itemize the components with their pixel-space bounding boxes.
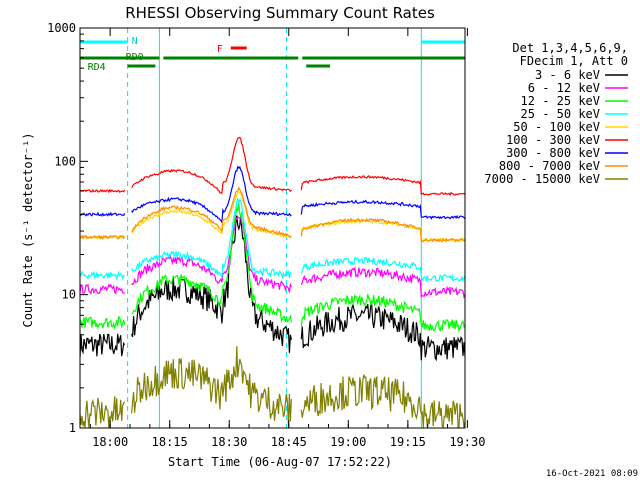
series-line	[300, 266, 466, 299]
legend-entry-label: 7000 - 15000 keV	[484, 172, 600, 186]
series-line	[131, 190, 292, 239]
y-tick-label: 1000	[47, 21, 76, 35]
series-layer	[79, 136, 466, 430]
series-line	[79, 270, 125, 281]
series-group	[79, 136, 466, 197]
series-line	[300, 302, 466, 362]
legend-header: FDecim 1, Att 0	[520, 54, 628, 68]
legend: Det 1,3,4,5,6,9,FDecim 1, Att 03 - 6 keV…	[484, 41, 628, 186]
legend-entry-label: 3 - 6 keV	[535, 68, 600, 82]
y-tick-label: 10	[62, 288, 76, 302]
x-tick-label: 18:30	[211, 435, 247, 449]
series-group	[79, 215, 466, 299]
legend-header: Det 1,3,4,5,6,9,	[512, 41, 628, 55]
x-tick-label: 19:00	[330, 435, 366, 449]
series-line	[300, 256, 466, 283]
series-line	[79, 396, 126, 428]
plot-frame	[79, 27, 466, 429]
annotation-label-night: N	[132, 36, 138, 47]
legend-entry-label: 800 - 7000 keV	[499, 159, 600, 173]
series-line	[131, 203, 292, 324]
y-axis-label: Count Rate (s⁻¹ detector⁻¹)	[21, 132, 35, 327]
series-line	[131, 136, 292, 194]
legend-entry-label: 25 - 50 keV	[521, 107, 600, 121]
series-group	[79, 165, 466, 225]
series-line	[300, 293, 466, 333]
series-line	[131, 196, 292, 280]
legend-entry-label: 300 - 800 keV	[506, 146, 600, 160]
x-tick-label: 19:30	[449, 435, 485, 449]
annotation-label-rd0: RD0	[126, 52, 144, 63]
axes: 1 10 100 1000 18:00 18:15 18:30 18:45 19:00 19:15…	[47, 21, 485, 449]
chart-title: RHESSI Observing Summary Count Rates	[125, 4, 435, 22]
series-line	[131, 165, 292, 225]
series-line	[79, 211, 126, 217]
series-group	[79, 215, 466, 362]
x-axis-label: Start Time (06-Aug-07 17:52:22)	[168, 455, 392, 469]
series-line	[79, 333, 126, 358]
series-line	[79, 234, 126, 241]
x-tick-label: 18:15	[152, 435, 188, 449]
x-tick-label: 18:45	[271, 435, 307, 449]
observing-annotations: N F RD0 RD4	[80, 36, 465, 73]
annotation-label-rd4: RD4	[88, 62, 106, 73]
series-group	[79, 203, 466, 333]
series-line	[79, 188, 126, 194]
series-line	[79, 315, 126, 330]
series-line	[79, 283, 125, 296]
y-tick-label: 100	[54, 154, 76, 168]
x-tick-label: 18:00	[92, 435, 128, 449]
series-group	[79, 346, 466, 430]
series-line	[131, 346, 292, 425]
y-tick-label: 1	[69, 421, 76, 435]
legend-entry-label: 100 - 300 keV	[506, 133, 600, 147]
footer-timestamp: 16-Oct-2021 08:09	[546, 469, 638, 479]
series-line	[131, 215, 292, 293]
series-line	[300, 374, 466, 430]
series-group	[79, 196, 466, 283]
series-line	[300, 174, 466, 197]
series-line	[300, 217, 466, 243]
annotation-label-flare: F	[217, 44, 223, 55]
x-tick-label: 19:15	[390, 435, 426, 449]
legend-entry-label: 50 - 100 keV	[513, 120, 600, 134]
series-group	[79, 186, 466, 243]
legend-entry-label: 6 - 12 keV	[528, 81, 600, 95]
series-line	[300, 199, 466, 220]
series-line	[131, 186, 292, 238]
series-line	[131, 215, 292, 353]
legend-entry-label: 12 - 25 keV	[521, 94, 600, 108]
